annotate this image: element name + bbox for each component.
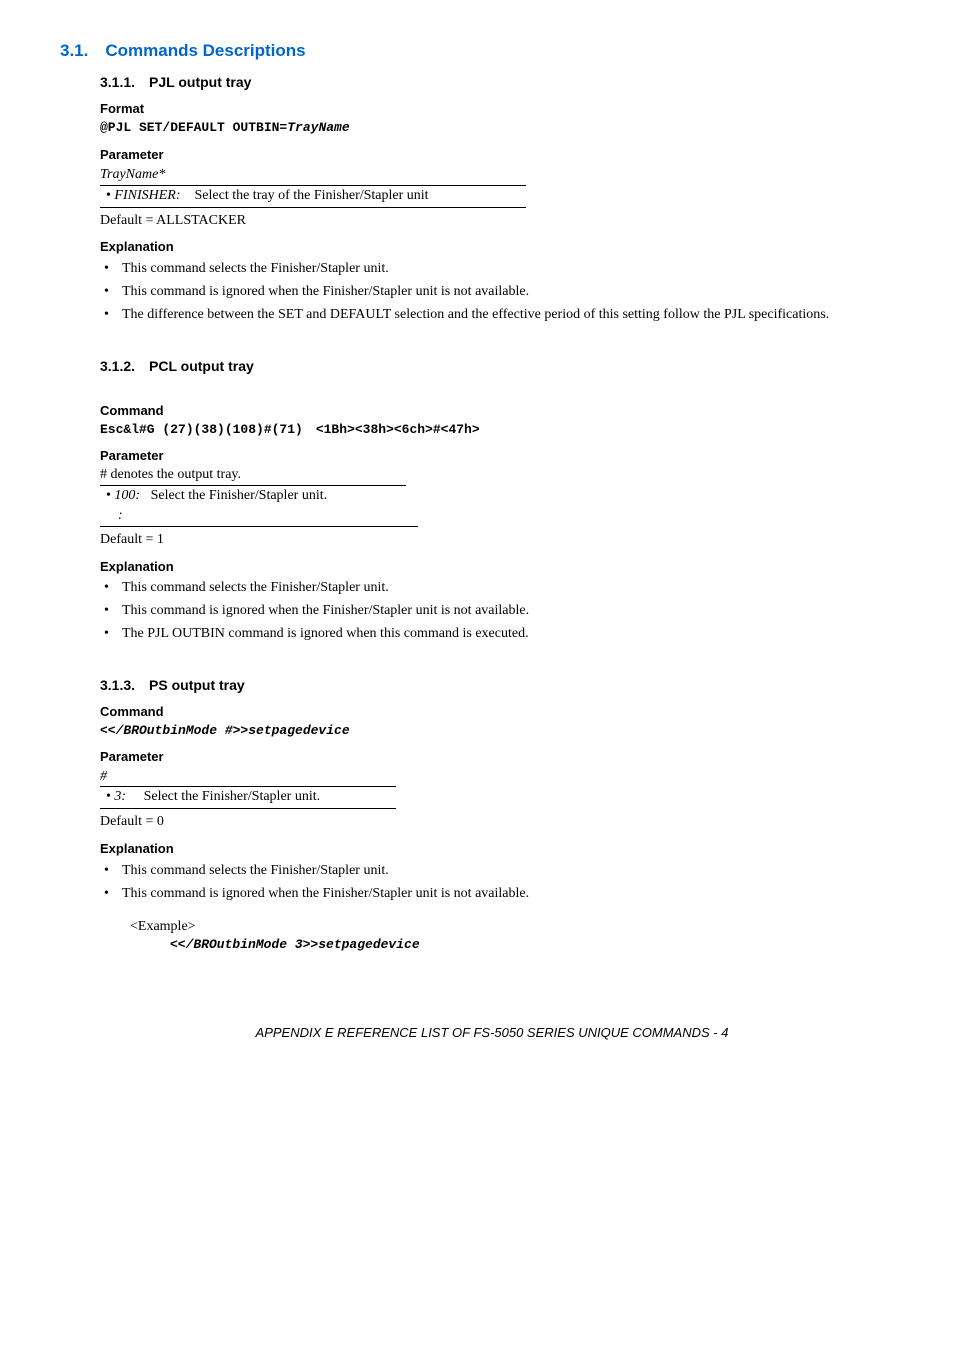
command-text: Esc&l#G (27)(38)(108)#(71) <1Bh><38h><6c… xyxy=(100,421,884,439)
page-footer: APPENDIX E REFERENCE LIST OF FS-5050 SER… xyxy=(100,1024,884,1042)
list-item: This command selects the Finisher/Staple… xyxy=(100,862,884,881)
parameter-name: # denotes the output tray. xyxy=(100,466,884,485)
list-item: This command is ignored when the Finishe… xyxy=(100,885,884,904)
param-key: 100: xyxy=(114,488,140,503)
subsection-heading: 3.1.1. PJL output tray xyxy=(100,73,884,92)
parameter-heading: Parameter xyxy=(100,146,884,164)
example-label: <Example> xyxy=(130,918,884,937)
default-text: Default = 1 xyxy=(100,531,884,550)
param-val: Select the Finisher/Stapler unit. xyxy=(144,789,321,804)
param-key: 3: xyxy=(114,789,126,804)
list-item: The PJL OUTBIN command is ignored when t… xyxy=(100,625,884,644)
parameter-row: • 3: Select the Finisher/Stapler unit. xyxy=(100,786,396,809)
list-item: The difference between the SET and DEFAU… xyxy=(100,306,884,325)
subsection-heading: 3.1.3. PS output tray xyxy=(100,676,884,695)
parameter-heading: Parameter xyxy=(100,447,884,465)
list-item: This command is ignored when the Finishe… xyxy=(100,602,884,621)
explanation-list: This command selects the Finisher/Staple… xyxy=(100,862,884,904)
parameter-row: • 100: Select the Finisher/Stapler unit. xyxy=(100,485,406,507)
list-item: This command selects the Finisher/Staple… xyxy=(100,579,884,598)
format-cmd-arg: TrayName xyxy=(287,120,349,135)
command-text: <</BROutbinMode #>>setpagedevice xyxy=(100,722,884,740)
param-key: FINISHER: xyxy=(114,188,180,203)
command-heading: Command xyxy=(100,703,884,721)
explanation-list: This command selects the Finisher/Staple… xyxy=(100,260,884,325)
format-heading: Format xyxy=(100,100,884,118)
parameter-row: • FINISHER: Select the tray of the Finis… xyxy=(100,185,526,208)
default-text: Default = 0 xyxy=(100,813,884,832)
example-code: <</BROutbinMode 3>>setpagedevice xyxy=(130,936,884,954)
list-item: This command selects the Finisher/Staple… xyxy=(100,260,884,279)
parameter-name: TrayName* xyxy=(100,166,884,185)
list-item: This command is ignored when the Finishe… xyxy=(100,283,884,302)
format-command: @PJL SET/DEFAULT OUTBIN=TrayName xyxy=(100,119,884,138)
explanation-heading: Explanation xyxy=(100,840,884,858)
section-title: 3.1. Commands Descriptions xyxy=(60,40,884,63)
explanation-list: This command selects the Finisher/Staple… xyxy=(100,579,884,644)
explanation-heading: Explanation xyxy=(100,558,884,576)
param-val: Select the Finisher/Stapler unit. xyxy=(151,488,328,503)
subsection-heading: 3.1.2. PCL output tray xyxy=(100,357,884,376)
parameter-name: # xyxy=(100,768,884,787)
command-heading: Command xyxy=(100,402,884,420)
parameter-heading: Parameter xyxy=(100,748,884,766)
param-val: Select the tray of the Finisher/Stapler … xyxy=(195,188,429,203)
explanation-heading: Explanation xyxy=(100,238,884,256)
parameter-row-continuation: : xyxy=(100,507,418,527)
format-cmd-text: @PJL SET/DEFAULT OUTBIN= xyxy=(100,120,287,135)
default-text: Default = ALLSTACKER xyxy=(100,212,884,231)
